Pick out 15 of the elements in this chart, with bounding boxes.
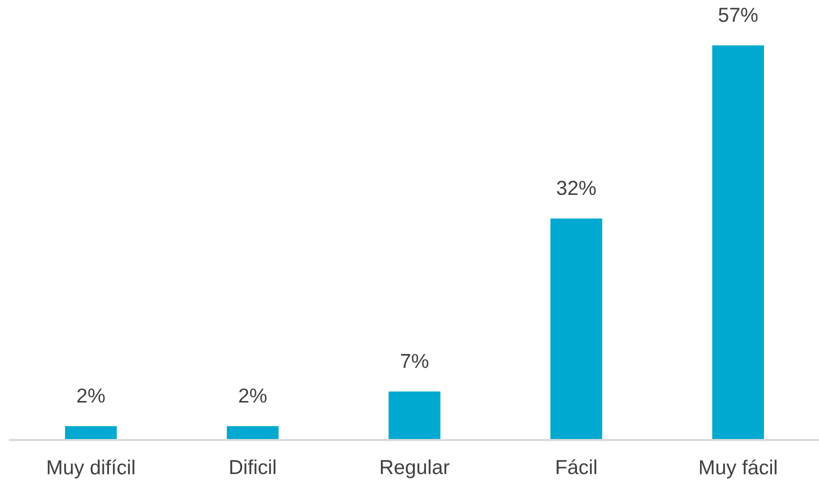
bar	[550, 218, 602, 440]
bar	[388, 392, 440, 440]
x-tick-label: Muy difícil	[48, 459, 134, 478]
bar	[712, 45, 764, 440]
x-tick-label: Regular	[380, 459, 450, 478]
data-label: 7%	[400, 354, 428, 368]
x-tick-label: Fácil	[556, 459, 596, 474]
x-tick-label: Dificil	[230, 459, 276, 474]
bar	[65, 426, 117, 440]
data-label: 32%	[556, 180, 596, 196]
bar	[226, 426, 279, 440]
x-tick-label: Muy fácil	[700, 459, 776, 478]
data-label: 2%	[77, 388, 105, 403]
data-label: 57%	[718, 8, 758, 22]
data-label: 2%	[239, 388, 267, 403]
